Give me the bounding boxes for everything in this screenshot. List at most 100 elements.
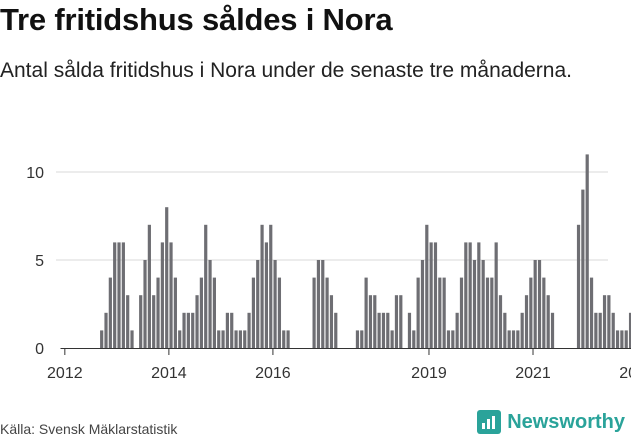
bar (121, 242, 125, 348)
bar (199, 277, 203, 348)
bar (585, 154, 589, 348)
x-tick-label: 2021 (515, 365, 551, 382)
bar (503, 312, 507, 348)
bar (542, 277, 546, 348)
x-axis: 2012 2014 2016 2019 2021 2023 (47, 348, 631, 382)
x-tick-label: 2012 (47, 365, 83, 382)
bar (225, 312, 229, 348)
bar (204, 224, 208, 348)
bar (217, 330, 221, 348)
bar (481, 260, 485, 348)
bar (130, 330, 134, 348)
bar (429, 242, 433, 348)
bar (576, 224, 581, 348)
bar (546, 295, 550, 348)
bar (628, 312, 631, 348)
bar (594, 312, 598, 348)
bar (286, 330, 290, 348)
bar (169, 242, 173, 348)
bar (407, 312, 412, 348)
bar (230, 312, 234, 348)
bar (173, 277, 177, 348)
bar (611, 312, 615, 348)
bar (238, 330, 242, 348)
bar (260, 224, 264, 348)
bar (212, 277, 216, 348)
bar (394, 295, 399, 348)
newsworthy-chart-icon (477, 410, 502, 434)
bar (316, 260, 321, 348)
bar (494, 242, 498, 348)
bar (329, 295, 334, 348)
bar (264, 242, 269, 348)
source-note: Källa: Svensk Mäklarstatistik (0, 421, 178, 437)
bar (139, 295, 143, 348)
bar (126, 295, 130, 348)
bar (390, 330, 394, 348)
bar (607, 295, 611, 348)
bar (386, 312, 390, 348)
bar (581, 189, 585, 348)
brand-logo: Newsworthy (477, 408, 625, 436)
bar (412, 330, 416, 348)
bar (334, 312, 338, 348)
bar (208, 260, 212, 348)
bar (420, 260, 425, 348)
bar (273, 260, 277, 348)
bar (160, 242, 164, 348)
bar (191, 312, 195, 348)
bar (464, 242, 468, 348)
y-tick-label: 0 (35, 341, 44, 358)
bar (104, 312, 108, 348)
bar (455, 312, 459, 348)
bar (399, 295, 403, 348)
bar (108, 277, 112, 348)
bar (373, 295, 377, 348)
bar (451, 330, 455, 348)
bar (355, 330, 360, 348)
bar (182, 312, 186, 348)
bar (178, 330, 182, 348)
bar (468, 242, 472, 348)
bar (507, 330, 511, 348)
bar (416, 277, 420, 348)
bar (243, 330, 247, 348)
bar (360, 330, 364, 348)
y-tick-label: 10 (26, 165, 44, 182)
bar (446, 330, 451, 348)
bar (520, 312, 524, 348)
bar (165, 207, 169, 348)
bar (256, 260, 260, 348)
bar (143, 260, 147, 348)
bar (251, 277, 256, 348)
bar (438, 277, 442, 348)
x-tick-label: 2023 (619, 365, 631, 382)
bar (221, 330, 225, 348)
brand-name: Newsworthy (507, 410, 625, 433)
bar (269, 224, 273, 348)
bar (368, 295, 373, 348)
bar (277, 277, 282, 348)
bar (477, 242, 481, 348)
bar (485, 277, 490, 348)
bar (615, 330, 620, 348)
bar (589, 277, 594, 348)
bar (537, 260, 542, 348)
bar (234, 330, 238, 348)
bar (282, 330, 286, 348)
bar (364, 277, 368, 348)
bar (433, 242, 438, 348)
bar (195, 295, 199, 348)
bar (442, 277, 446, 348)
x-tick-label: 2014 (151, 365, 187, 382)
bar (624, 330, 628, 348)
bar (472, 260, 477, 348)
bar (117, 242, 121, 348)
bar (533, 260, 537, 348)
bar (377, 312, 381, 348)
bar (325, 277, 329, 348)
bar (186, 312, 190, 348)
bar (459, 277, 464, 348)
bar (620, 330, 624, 348)
